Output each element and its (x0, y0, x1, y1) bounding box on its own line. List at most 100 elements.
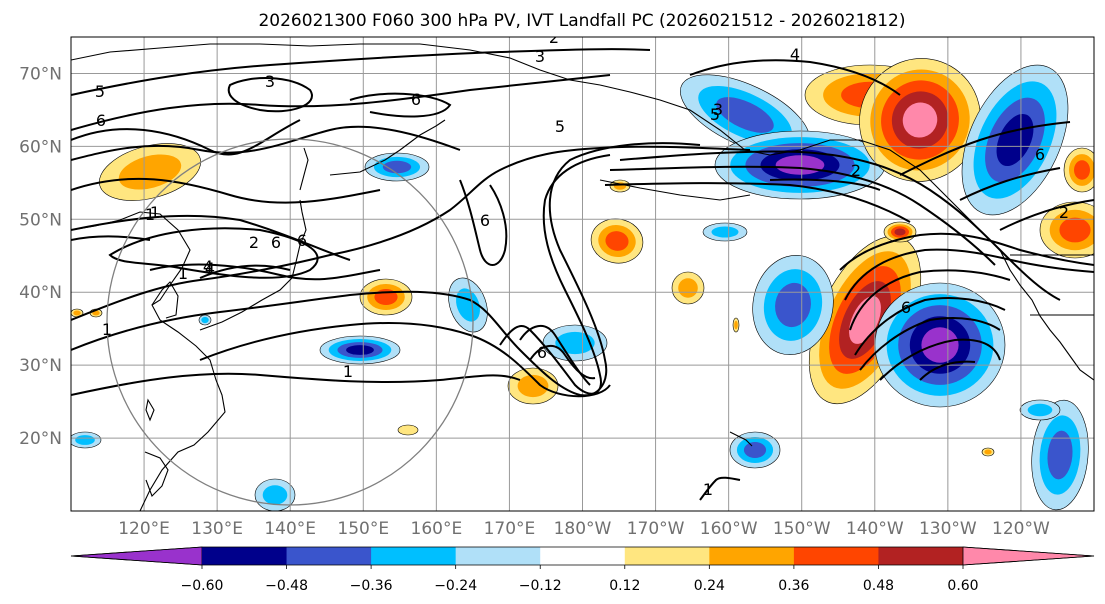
pv-contour-line (71, 177, 381, 204)
chart-title: 2026021300 F060 300 hPa PV, IVT Landfall… (258, 11, 905, 31)
contour-label: 1 (145, 205, 155, 224)
lat-tick-label: 60°N (19, 137, 62, 157)
positive-ivt-region (1063, 147, 1094, 193)
range-circle (106, 138, 474, 506)
pv-contour-line (149, 263, 381, 281)
pv-contour-line (199, 264, 291, 279)
shading-level (734, 320, 738, 330)
contour-label: 5 (95, 82, 105, 101)
shading-level (517, 374, 549, 398)
lon-tick-label: 140°W (846, 519, 904, 539)
asia-coast (71, 211, 226, 511)
pv-contour-line (899, 121, 1071, 176)
shading-level (397, 424, 419, 436)
negative-ivt-region (542, 324, 608, 362)
pv-contour-line (854, 297, 1006, 356)
contour-label: 1 (343, 362, 353, 381)
negative-ivt-region (874, 282, 1006, 408)
lon-tick-label: 130°E (191, 519, 243, 539)
pv-contour-line (71, 125, 461, 161)
colorbar-segment (371, 547, 457, 565)
colorbar-tick-label: −0.60 (181, 578, 224, 594)
colorbar-segment (540, 547, 626, 565)
positive-ivt-region (359, 278, 413, 316)
pv-contour-line (609, 165, 996, 266)
shading-level (894, 228, 906, 236)
lon-tick-label: 170°E (484, 519, 536, 539)
map-frame (70, 36, 1095, 512)
shading-level (346, 345, 374, 355)
shading-level (555, 331, 595, 355)
negative-ivt-region (319, 335, 401, 365)
contour-label: 3 (265, 72, 275, 91)
korea-coast (151, 281, 179, 319)
colorbar-tick-label: −0.36 (350, 578, 393, 594)
positive-ivt-region (71, 308, 84, 318)
lat-tick-label: 40°N (19, 283, 62, 303)
shading-level (605, 231, 629, 251)
lon-tick-label: 170°W (627, 519, 685, 539)
pv-contour-line (879, 338, 1001, 381)
shading-level (1047, 430, 1073, 480)
pv-contour-line (844, 248, 1094, 301)
pv-contour-line (349, 92, 452, 118)
positive-ivt-region (99, 143, 201, 201)
contour-label: 2 (549, 28, 559, 47)
positive-ivt-region (981, 447, 995, 457)
colorbar-extend-low (70, 546, 203, 566)
pv-contours (71, 48, 1094, 501)
pv-contour-line (859, 317, 1001, 371)
pv-contour-line (227, 77, 313, 113)
contour-label: 2 (249, 233, 259, 252)
contour-label: 1 (178, 264, 188, 283)
pv-contour-line (71, 235, 151, 241)
pv-contour-line (71, 48, 651, 96)
pv-contour-line (71, 74, 611, 131)
positive-ivt-region (1039, 201, 1094, 259)
pv-contour-line (619, 150, 1061, 301)
negative-ivt-region (1031, 399, 1089, 511)
lat-tick-label: 30°N (19, 356, 62, 376)
shading-level (984, 449, 992, 455)
pv-contour-line (769, 178, 881, 191)
pv-contour-line (999, 199, 1094, 231)
shading-level (1074, 160, 1090, 180)
lon-tick-label: 130°W (919, 519, 977, 539)
sakhalin-coast (299, 147, 309, 191)
contour-label: 1 (102, 320, 112, 339)
positive-ivt-region (507, 367, 559, 405)
kamchatka-coast (329, 119, 446, 176)
colorbar-segment (202, 547, 288, 565)
contour-label: 4 (205, 259, 215, 278)
latitude-labels: 20°N 30°N 40°N 50°N 60°N 70°N (19, 64, 62, 449)
contour-labels: 235636651266416511436261142 (95, 28, 1069, 499)
lat-tick-label: 20°N (19, 429, 62, 449)
contour-label: 2 (851, 161, 861, 180)
siberia-coast (71, 43, 601, 86)
positive-ivt-region (732, 317, 740, 333)
colorbar-tick-label: −0.48 (265, 578, 308, 594)
colorbar-segment (709, 547, 795, 565)
shading-level (1027, 403, 1053, 417)
colorbar-tick-label: 0.36 (778, 578, 809, 594)
negative-ivt-region (71, 431, 102, 449)
pv-contour-line (839, 232, 1094, 271)
lon-tick-label: 160°E (411, 519, 463, 539)
lon-tick-label: 150°E (337, 519, 389, 539)
shading-level (775, 155, 825, 175)
shading-level (996, 113, 1034, 167)
contour-label: 6 (96, 111, 106, 130)
positive-ivt-region (609, 179, 631, 193)
positive-ivt-region (859, 58, 981, 182)
lat-tick-label: 70°N (19, 64, 62, 84)
pv-contour-line (959, 167, 1061, 201)
contour-label: 6 (901, 298, 911, 317)
negative-ivt-region (961, 64, 1069, 216)
contour-label: 5 (710, 105, 720, 124)
lon-tick-label: 160°W (700, 519, 758, 539)
contour-label: 4 (203, 257, 213, 276)
negative-ivt-region (702, 222, 748, 242)
negative-ivt-region (1019, 399, 1061, 421)
colorbar-tick-label: 0.12 (609, 578, 640, 594)
contour-label: 6 (297, 231, 307, 250)
